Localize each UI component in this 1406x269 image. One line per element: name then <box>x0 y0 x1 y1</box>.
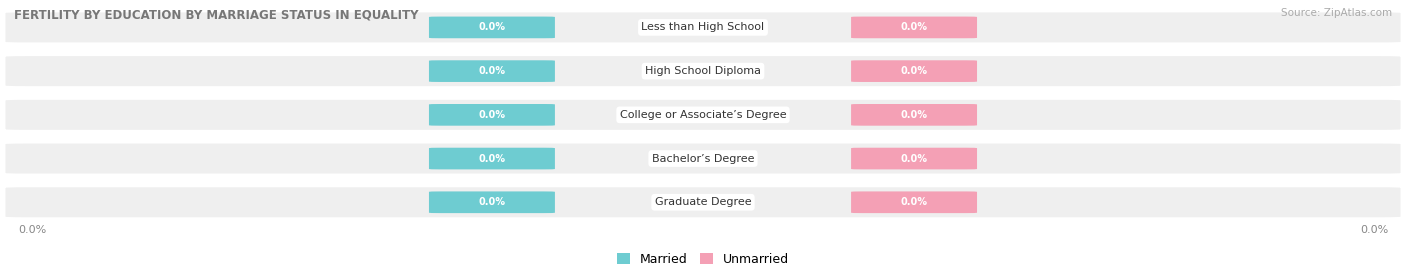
Text: 0.0%: 0.0% <box>478 66 505 76</box>
Legend: Married, Unmarried: Married, Unmarried <box>617 253 789 266</box>
Text: 0.0%: 0.0% <box>478 110 505 120</box>
Text: Bachelor’s Degree: Bachelor’s Degree <box>652 154 754 164</box>
Text: 0.0%: 0.0% <box>478 197 505 207</box>
Text: 0.0%: 0.0% <box>478 22 505 32</box>
Text: Less than High School: Less than High School <box>641 22 765 32</box>
FancyBboxPatch shape <box>851 104 977 126</box>
FancyBboxPatch shape <box>4 55 1402 87</box>
Text: Source: ZipAtlas.com: Source: ZipAtlas.com <box>1281 8 1392 18</box>
FancyBboxPatch shape <box>4 142 1402 175</box>
Text: 0.0%: 0.0% <box>901 197 928 207</box>
Text: College or Associate’s Degree: College or Associate’s Degree <box>620 110 786 120</box>
Text: 0.0%: 0.0% <box>901 22 928 32</box>
FancyBboxPatch shape <box>4 11 1402 44</box>
FancyBboxPatch shape <box>429 192 555 213</box>
Text: 0.0%: 0.0% <box>1360 225 1388 235</box>
Text: 0.0%: 0.0% <box>18 225 46 235</box>
Text: Graduate Degree: Graduate Degree <box>655 197 751 207</box>
FancyBboxPatch shape <box>851 17 977 38</box>
FancyBboxPatch shape <box>429 148 555 169</box>
FancyBboxPatch shape <box>429 104 555 126</box>
Text: FERTILITY BY EDUCATION BY MARRIAGE STATUS IN EQUALITY: FERTILITY BY EDUCATION BY MARRIAGE STATU… <box>14 8 419 21</box>
FancyBboxPatch shape <box>4 186 1402 219</box>
FancyBboxPatch shape <box>851 60 977 82</box>
Text: 0.0%: 0.0% <box>901 110 928 120</box>
FancyBboxPatch shape <box>851 192 977 213</box>
FancyBboxPatch shape <box>851 148 977 169</box>
FancyBboxPatch shape <box>4 98 1402 131</box>
FancyBboxPatch shape <box>429 17 555 38</box>
Text: 0.0%: 0.0% <box>478 154 505 164</box>
Text: 0.0%: 0.0% <box>901 66 928 76</box>
Text: High School Diploma: High School Diploma <box>645 66 761 76</box>
Text: 0.0%: 0.0% <box>901 154 928 164</box>
FancyBboxPatch shape <box>429 60 555 82</box>
